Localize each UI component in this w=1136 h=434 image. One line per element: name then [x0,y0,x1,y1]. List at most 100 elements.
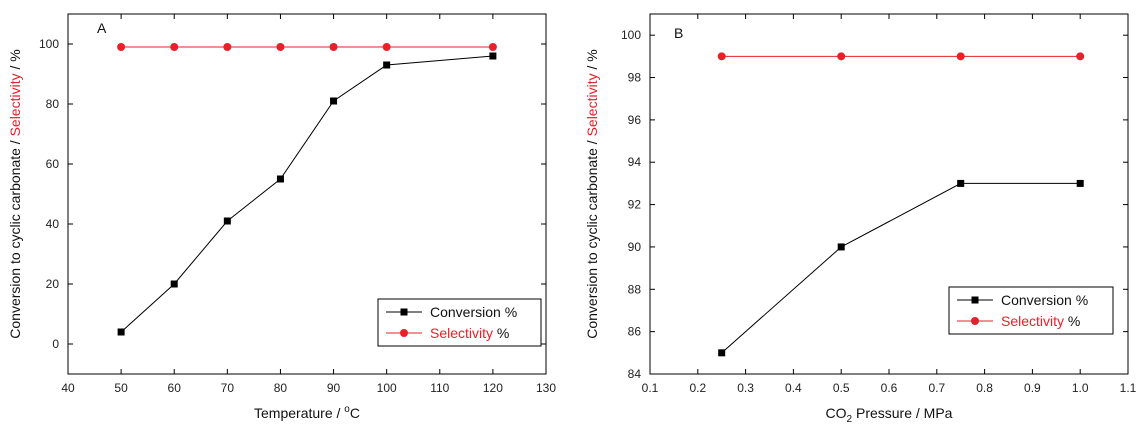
x-tick-label: 70 [221,381,235,395]
y-axis-label-part: / % [584,49,600,73]
x-axis-label: CO2 Pressure / MPa [826,405,953,425]
series-line-conversion [721,182,1081,354]
y-axis-label: Conversion to cyclic carbonate / Selecti… [584,49,600,338]
panel-label: A [97,20,107,36]
data-point-selectivity [170,43,179,51]
x-tick-label: 0.4 [785,381,802,395]
data-point-selectivity [382,43,391,51]
legend-label-unit: % [493,325,509,341]
legend-label-name: Conversion [1001,292,1072,308]
y-tick-label: 40 [46,217,60,231]
y-tick-label: 90 [628,240,642,254]
x-tick-label: 0.8 [976,381,993,395]
data-point-selectivity [488,43,497,51]
legend-box [948,286,1114,335]
x-tick-label: 0.9 [1024,381,1041,395]
legend-marker-circle [400,329,408,337]
data-point-selectivity [276,43,285,51]
y-tick-label: 60 [46,157,60,171]
x-axis-label-part: CO [826,405,847,421]
legend-label-name: Selectivity [430,325,493,341]
y-axis-label-part: Conversion to cyclic carbonate / [584,136,600,338]
x-tick-label: 1.0 [1072,381,1089,395]
y-axis-label-part: / % [7,49,23,73]
y-tick-label: 86 [628,325,642,339]
y-tick-label: 100 [39,37,59,51]
legend-label-unit: % [1064,313,1080,329]
data-point-conversion [276,175,284,183]
data-point-conversion [837,243,845,251]
legend: Conversion %Selectivity % [948,286,1114,335]
y-axis-label-selectivity: Selectivity [7,73,23,136]
x-tick-label: 60 [168,381,182,395]
x-tick-label: 80 [274,381,288,395]
x-tick-label: 0.3 [737,381,754,395]
plot-frame [67,13,547,375]
data-point-conversion [170,280,178,288]
y-axis-label-part: Conversion to cyclic carbonate / [7,136,23,338]
legend-marker-square [971,296,979,304]
x-axis-label-part: Temperature / [254,405,344,421]
legend-box [377,298,542,347]
data-point-selectivity [117,43,126,51]
data-point-conversion [223,217,231,225]
x-tick-label: 90 [327,381,341,395]
legend-label: Conversion % [430,304,517,320]
x-axis-label-subscript: 2 [847,414,853,425]
x-tick-label: 0.5 [833,381,850,395]
chart-panel-b: 0.1 0.2 0.3 0.4 0.5 0.6 0.7 0.8 0.9 1.0 1.1 84 86 88 9… [584,13,1136,425]
panel-label: B [674,25,683,41]
x-tick-label: 0.1 [642,381,659,395]
x-tick-label: 0.2 [689,381,706,395]
data-point-selectivity [837,52,846,61]
x-tick-label: 100 [377,381,397,395]
legend-label-name: Selectivity [1001,313,1064,329]
legend-label-name: Conversion [430,304,501,320]
x-tick-label: 130 [536,381,556,395]
y-axis-label-selectivity: Selectivity [584,73,600,136]
legend-label: Selectivity % [1001,313,1080,329]
y-tick-label: 100 [621,28,641,42]
data-point-selectivity [956,52,965,61]
y-tick-label: 94 [628,155,642,169]
legend-marker-circle [971,317,979,325]
y-tick-label: 96 [628,113,642,127]
y-tick-label: 0 [52,337,59,351]
y-tick-label: 98 [628,71,642,85]
y-tick-label: 80 [46,97,60,111]
x-tick-label: 0.7 [928,381,945,395]
x-axis-label-superscript: o [344,404,350,415]
legend-label-unit: % [501,304,517,320]
data-point-conversion [957,179,965,187]
data-point-conversion [383,61,391,69]
legend-marker-square [400,308,408,316]
x-axis-label-part: Pressure / MPa [852,405,953,421]
y-tick-label: 84 [628,367,642,381]
data-point-conversion [718,349,726,357]
data-point-selectivity [329,43,338,51]
chart-panel-a: 40 50 60 70 80 90 100 110 120 130 0 20 40 60 80 100 A Tem… [7,13,556,421]
x-tick-label: 110 [430,381,449,395]
x-tick-label: 50 [114,381,128,395]
y-tick-label: 88 [628,282,642,296]
series-line-conversion [120,55,493,333]
data-point-selectivity [717,52,726,61]
y-tick-label: 20 [46,277,60,291]
data-point-selectivity [223,43,232,51]
legend-label: Selectivity % [430,325,509,341]
y-tick-label: 92 [628,198,642,212]
x-tick-label: 120 [483,381,503,395]
legend-label-unit: % [1072,292,1088,308]
x-tick-label: 0.6 [881,381,898,395]
data-point-conversion [117,328,125,336]
x-axis-label: Temperature / oC [254,404,360,421]
x-axis-label-part: C [350,405,360,421]
data-point-selectivity [1076,52,1085,61]
x-tick-label: 1.1 [1120,381,1136,395]
y-axis-label: Conversion to cyclic carbonate / Selecti… [7,49,23,338]
legend: Conversion %Selectivity % [377,298,542,347]
x-tick-label: 40 [61,381,75,395]
data-point-conversion [1076,179,1084,187]
